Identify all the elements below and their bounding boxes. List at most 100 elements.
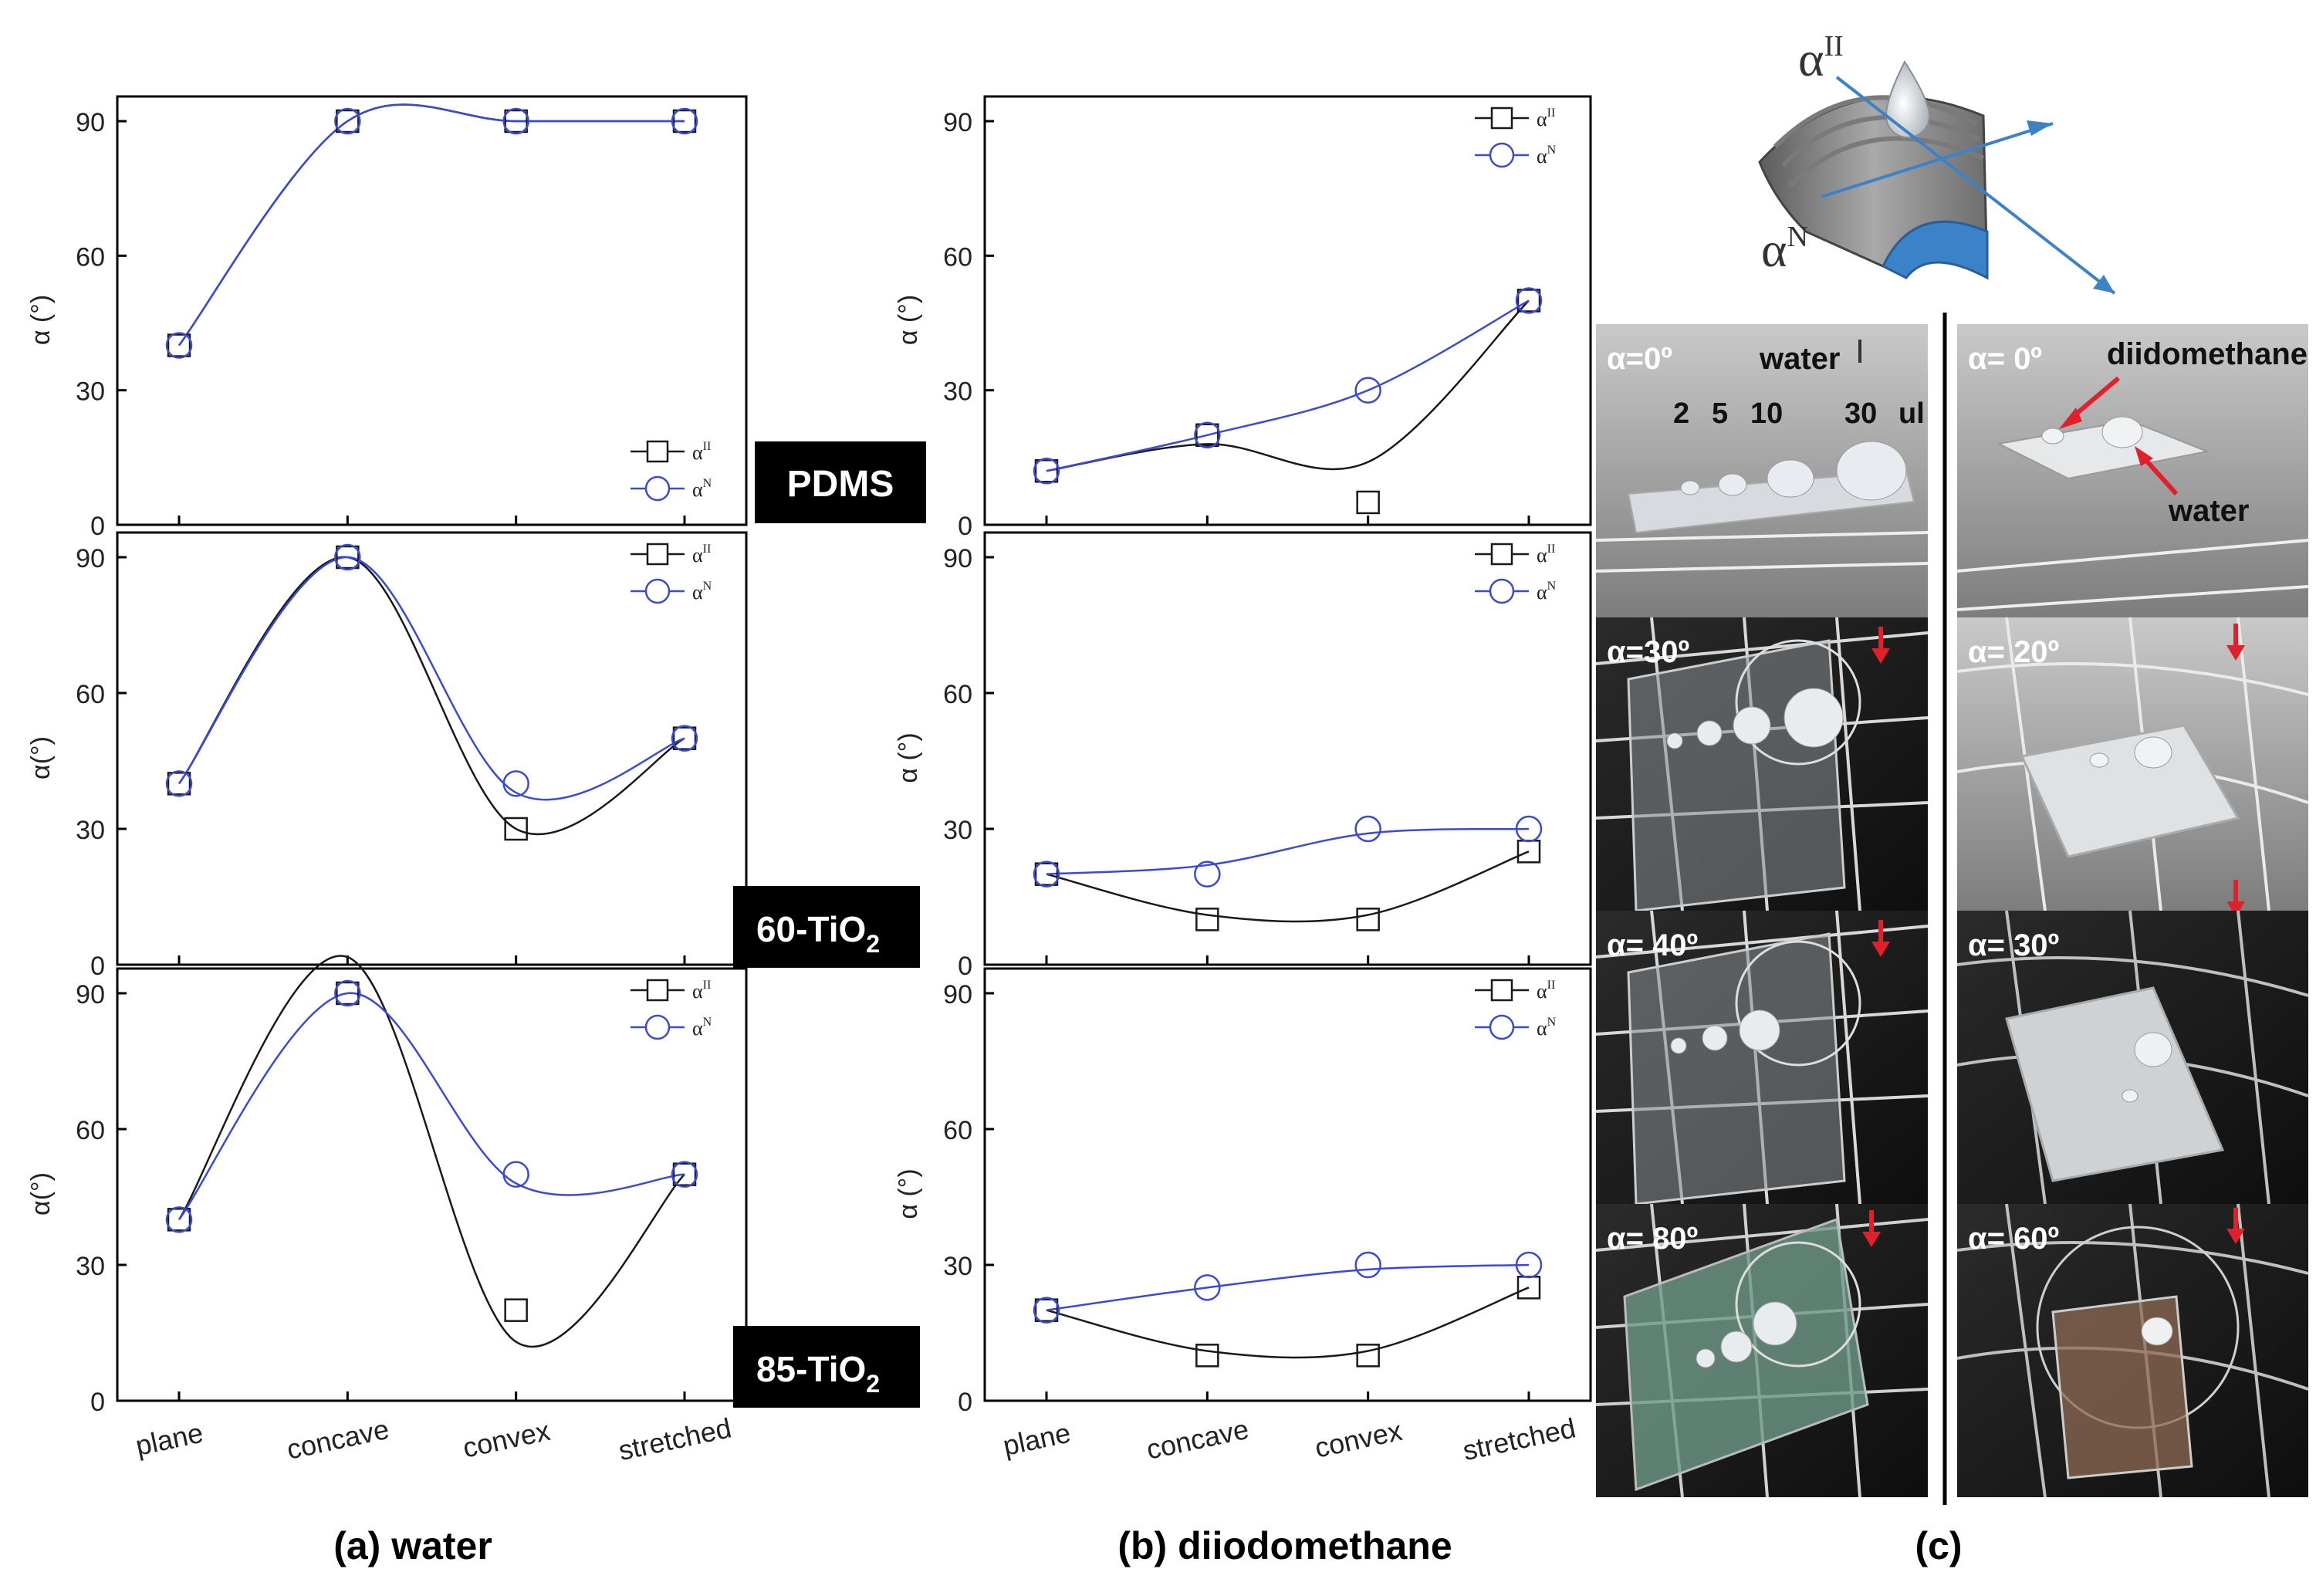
chart-a-60TiO2: 0 30 60 90 α(°) αII αN [26,531,748,981]
svg-text:60-TiO2: 60-TiO2 [756,909,880,958]
photo-left-1: α=0º water 2 5 10 30 ul [1595,324,1929,617]
data-point-circle [502,770,529,797]
y-axis-label: α (°) [894,732,923,783]
series-line [178,103,685,347]
legend-square-icon [646,979,669,1002]
legend-label: αN [1537,1016,1557,1040]
y-tick-label: 90 [76,544,105,573]
y-tick-label: 60 [76,680,105,709]
photo-water-label: water [2168,494,2250,528]
data-point-circle [671,725,698,752]
y-tick-label: 30 [943,816,972,845]
data-point-circle [1194,1274,1221,1301]
y-axis-label: α(°) [26,1172,56,1216]
material-label-85-tio2: 85-TiO2 [733,1326,920,1408]
series-line [1046,850,1530,923]
y-tick-label: 30 [943,377,972,407]
y-tick-label: 0 [958,1388,972,1417]
y-tick-label: 0 [90,512,105,541]
y-tick-label: 90 [943,108,972,137]
legend-label: αN [692,580,712,604]
data-point-circle [502,1161,529,1188]
red-arrow-icon [1862,1210,1881,1247]
y-axis-label: α(°) [26,736,56,779]
y-tick-label: 30 [76,816,105,845]
photo-left-3: α= 40º [1595,910,1929,1205]
photo-right-2: α= 20º [1956,617,2309,917]
alpha-parallel-label: αII [1798,30,1844,86]
x-tick-label: stretched [1460,1412,1578,1466]
x-tick-label: stretched [616,1412,734,1466]
y-tick-label: 90 [943,980,972,1009]
red-arrow-icon [2059,376,2120,429]
legend-label: αII [692,979,711,1003]
plot-frame [116,531,748,966]
series-line [1046,827,1530,875]
photo-right-4: α= 60º [1956,1203,2309,1498]
data-point-circle [334,979,361,1007]
caption-c: (c) [1915,1524,1962,1567]
x-tick-label: convex [1312,1415,1405,1464]
photo-volume-label: 2 [1673,397,1689,430]
y-tick-label: 0 [90,1388,105,1417]
photo-angle-label: α= 60º [1968,1222,2059,1256]
data-point-square [167,333,191,357]
parallel-axis [1835,76,2116,295]
red-arrow-icon [1871,920,1890,957]
data-point-square [167,772,191,796]
legend-circle-icon [1489,578,1515,604]
legend-label: αN [1537,580,1557,604]
legend-circle-icon [644,578,671,604]
red-arrow-icon [1871,627,1890,664]
data-point-square [167,1208,191,1232]
legend-label: αII [1537,543,1555,566]
red-arrow-icon [2135,446,2179,496]
data-point-circle [165,332,193,359]
data-point-circle [1515,815,1543,843]
series-line [178,556,685,836]
photo-angle-label: α= 40º [1607,928,1698,962]
chart-a-PDMS: 0 30 60 90 α (°) αII αN [26,95,748,541]
data-point-square [672,726,697,750]
legend-square-icon [1490,543,1513,566]
data-point-square [1356,1344,1380,1368]
series-line [178,992,685,1221]
data-point-circle [671,107,698,135]
red-arrow-icon [2226,1208,2245,1244]
y-tick-label: 0 [958,952,972,981]
data-point-circle [1354,377,1381,404]
y-tick-label: 0 [90,952,105,981]
data-point-square [336,545,360,570]
legend-label: αII [692,440,711,464]
plot-frame [983,967,1592,1402]
y-tick-label: 60 [76,1116,105,1145]
data-point-square [1195,1344,1219,1368]
svg-text:85-TiO2: 85-TiO2 [756,1349,880,1398]
photo-angle-label: α= 30º [1968,928,2059,962]
legend-circle-icon [1489,1014,1515,1040]
series-line [178,556,685,801]
y-tick-label: 90 [76,108,105,137]
series-line [1046,299,1530,472]
y-tick-label: 60 [943,680,972,709]
alpha-normal-label: αN [1761,221,1808,277]
legend-square-icon [1490,107,1513,130]
legend-square-icon [646,543,669,566]
data-point-square [504,1298,528,1322]
plot-frame [983,95,1592,526]
photo-volume-label: 5 [1712,397,1728,430]
data-point-circle [165,1206,193,1233]
data-point-square [336,109,360,134]
data-point-circle [1194,421,1221,449]
legend-label: αII [1537,979,1555,1003]
series-line [178,955,685,1348]
chart-b-85TiO2: 0 30 60 90 α (°) plane concave convex stretched α… [894,967,1592,1466]
data-point-square [1034,862,1059,886]
y-tick-label: 60 [943,1116,972,1145]
legend-label: αII [692,543,711,566]
caption-a: (a) water [333,1524,492,1567]
data-point-square [1195,908,1219,932]
photo-angle-label: α= 20º [1968,635,2059,669]
data-point-circle [502,107,529,135]
